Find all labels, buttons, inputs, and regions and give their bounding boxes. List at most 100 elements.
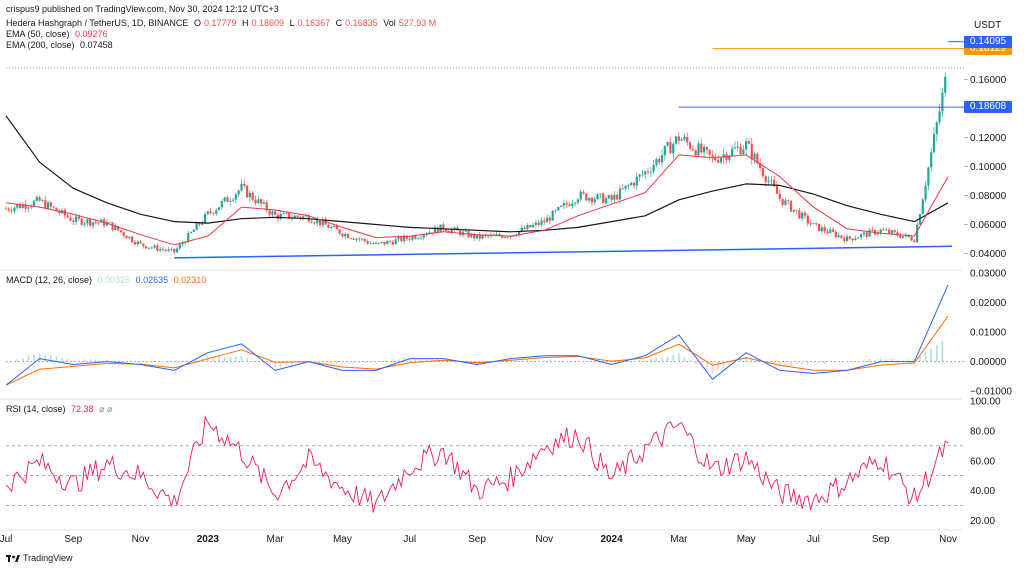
macd-hist-bar bbox=[778, 361, 781, 366]
candle-body bbox=[652, 164, 655, 172]
candle-body bbox=[551, 210, 554, 221]
candle-body bbox=[702, 146, 706, 153]
candle-body bbox=[789, 200, 793, 212]
rsi-extra: ⌀ ⌀ bbox=[99, 404, 113, 414]
macd-hist-bar bbox=[655, 357, 658, 362]
pane-separators bbox=[0, 269, 962, 531]
x-axis-label: Mar bbox=[267, 534, 285, 545]
rsi-value: 72.38 bbox=[71, 404, 94, 414]
x-axis-label: 2024 bbox=[600, 534, 623, 545]
macd-hist-bar bbox=[106, 360, 108, 362]
candle-body bbox=[83, 223, 86, 225]
symbol-legend: Hedera Hashgraph / TetherUS, 1D, BINANCE… bbox=[6, 18, 439, 29]
candle-body bbox=[310, 221, 313, 223]
candle-body bbox=[464, 230, 467, 232]
candle-body bbox=[377, 242, 380, 244]
macd-hist-bar bbox=[246, 357, 248, 362]
candle-body bbox=[644, 171, 647, 175]
candle-body bbox=[820, 227, 823, 232]
macd-hist-bar bbox=[330, 361, 333, 365]
candle-body bbox=[613, 194, 616, 200]
candle-body bbox=[568, 204, 571, 207]
candle-body bbox=[189, 231, 193, 234]
candle-body bbox=[38, 197, 41, 201]
candle-body bbox=[590, 198, 594, 203]
macd-hist-bar bbox=[694, 361, 697, 365]
candle-body bbox=[879, 229, 882, 233]
macd-hist-bar bbox=[50, 354, 52, 362]
macd-hist-bar bbox=[857, 361, 860, 363]
candle-body bbox=[770, 180, 773, 181]
candle-body bbox=[391, 241, 394, 245]
macd-hist-bar bbox=[134, 360, 136, 362]
candle-body bbox=[531, 224, 535, 228]
candle-body bbox=[150, 247, 153, 249]
ema200-label: EMA (200, close) bbox=[6, 40, 75, 50]
candle-body bbox=[851, 238, 854, 241]
rsi-tick-label: 60.00 bbox=[970, 456, 995, 467]
macd-hist-bar bbox=[627, 361, 630, 363]
macd-hist-bar bbox=[111, 360, 114, 362]
candle-body bbox=[288, 212, 291, 219]
candle-body bbox=[374, 243, 378, 244]
candle-body bbox=[798, 210, 801, 219]
macd-tick-label: 0.03000 bbox=[970, 269, 1007, 280]
candle-body bbox=[105, 221, 109, 226]
candle-body bbox=[327, 224, 330, 229]
candle-body bbox=[767, 180, 770, 182]
macd-hist-bar bbox=[879, 358, 882, 362]
candle-body bbox=[562, 203, 566, 206]
candle-body bbox=[565, 203, 568, 205]
candle-body bbox=[153, 245, 156, 248]
macd-hist-bar bbox=[745, 356, 747, 362]
macd-hist-bar bbox=[935, 344, 938, 362]
candle-body bbox=[655, 159, 658, 165]
candle-body bbox=[627, 185, 630, 186]
macd-hist-bar bbox=[902, 360, 904, 362]
macd-hist-bar bbox=[807, 361, 809, 366]
candle-body bbox=[478, 234, 481, 239]
candle-body bbox=[383, 242, 386, 245]
candle-body bbox=[840, 235, 843, 238]
x-axis-label: Nov bbox=[132, 534, 150, 545]
candle-body bbox=[10, 210, 13, 212]
x-axis-label: Sep bbox=[64, 534, 82, 545]
candle-body bbox=[560, 205, 563, 207]
macd-hist-bar bbox=[212, 356, 215, 362]
macd-hist-bar bbox=[784, 361, 787, 366]
candle-body bbox=[916, 224, 919, 243]
candle-body bbox=[523, 227, 526, 230]
macd-hist-bar bbox=[924, 352, 927, 362]
macd-hist-bar bbox=[150, 361, 153, 363]
macd-line bbox=[5, 284, 949, 386]
candle-body bbox=[268, 210, 271, 215]
macd-hist-bar bbox=[122, 361, 125, 363]
rsi-tick-label: 40.00 bbox=[970, 486, 995, 497]
candle-body bbox=[700, 143, 703, 153]
candle-body bbox=[806, 215, 809, 224]
publisher-text: crispus9 published on TradingView.com, N… bbox=[6, 4, 279, 14]
macd-hist-bar bbox=[5, 361, 7, 363]
candle-body bbox=[248, 192, 252, 198]
macd-hist-bar bbox=[599, 361, 602, 364]
candle-body bbox=[708, 149, 711, 156]
vol-value: 527.93 M bbox=[398, 18, 437, 28]
candle-body bbox=[111, 222, 114, 230]
macd-hist-bar bbox=[577, 361, 579, 363]
candle-body bbox=[694, 150, 697, 156]
candle-body bbox=[209, 211, 212, 213]
rsi-legend: RSI (14, close) 72.38 ⌀ ⌀ bbox=[6, 404, 115, 415]
price-tick-label: 0.04000 bbox=[970, 249, 1007, 260]
candle-body bbox=[893, 230, 896, 233]
candle-body bbox=[436, 227, 439, 233]
macd-hist-bar bbox=[313, 361, 316, 363]
macd-signal-value: 0.02310 bbox=[173, 275, 207, 285]
candle-body bbox=[868, 229, 871, 237]
macd-hist-bar bbox=[891, 359, 893, 362]
macd-hist-bar bbox=[829, 361, 832, 363]
candle-body bbox=[358, 238, 361, 240]
candle-body bbox=[425, 234, 428, 236]
candle-body bbox=[817, 223, 821, 232]
candle-body bbox=[913, 240, 916, 243]
candle-body bbox=[475, 234, 479, 239]
